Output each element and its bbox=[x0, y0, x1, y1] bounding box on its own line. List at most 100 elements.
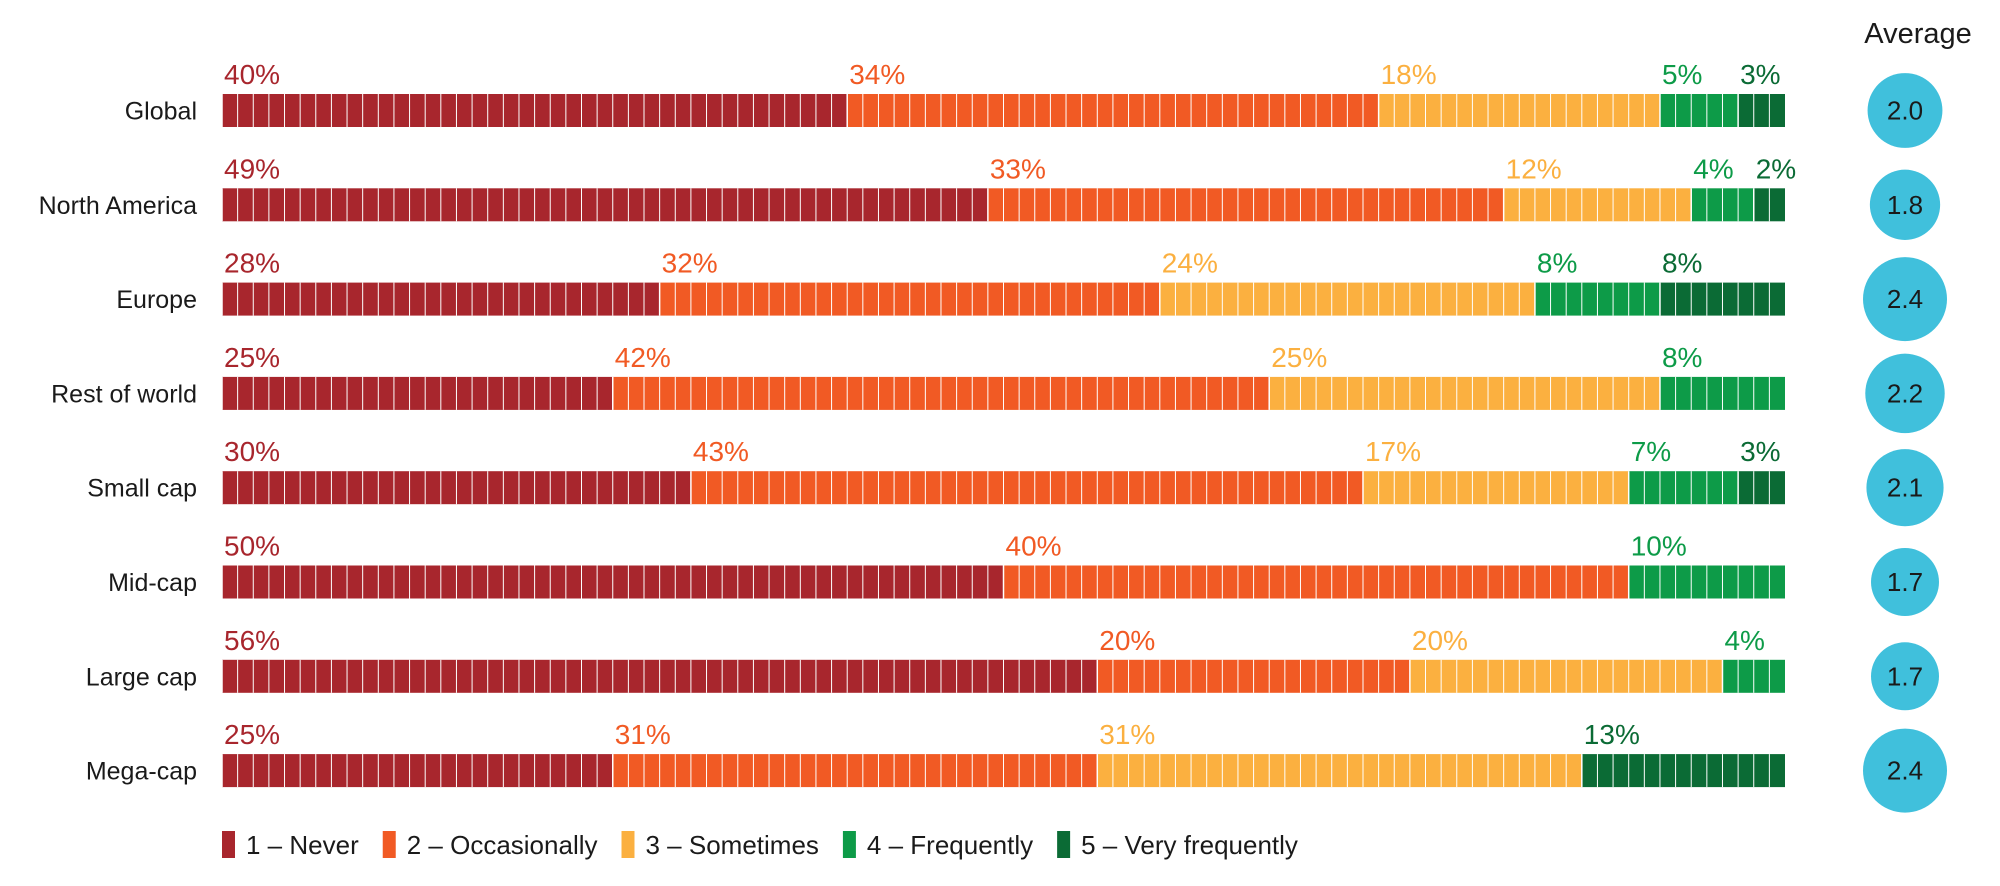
bar-segment bbox=[1581, 754, 1785, 788]
data-label: 4% bbox=[1693, 153, 1733, 184]
data-label: 25% bbox=[1271, 342, 1327, 373]
data-label: 10% bbox=[1631, 531, 1687, 562]
legend: 1 – Never 2 – Occasionally 3 – Sometimes 4 … bbox=[222, 830, 1298, 860]
data-label: 20% bbox=[1412, 625, 1468, 656]
bar-row: Europe 28% 32% 24% 8% 8% bbox=[116, 248, 1785, 316]
data-label: 31% bbox=[1099, 719, 1155, 750]
average-bubble bbox=[1871, 548, 1939, 616]
average-value: 1.8 bbox=[1887, 190, 1923, 220]
bar-row: Global 40% 34% 18% 5% 3% bbox=[125, 59, 1785, 127]
bar-segment bbox=[690, 471, 1363, 505]
bar-row: Rest of world 25% 42% 25% 8% bbox=[51, 342, 1785, 410]
data-label: 2% bbox=[1756, 153, 1796, 184]
bar-row: Mega-cap 25% 31% 31% 13% bbox=[86, 719, 1785, 788]
average-value: 2.2 bbox=[1887, 378, 1923, 408]
category-label: Mega-cap bbox=[86, 758, 197, 786]
average-value: 2.0 bbox=[1887, 96, 1923, 126]
data-label: 13% bbox=[1584, 719, 1640, 750]
legend-item: 2 – Occasionally bbox=[382, 830, 598, 860]
data-label: 43% bbox=[693, 436, 749, 467]
legend-item: 3 – Sometimes bbox=[621, 830, 819, 860]
bar-row: Mid-cap 50% 40% 10% bbox=[108, 531, 1785, 599]
bar-row: North America 49% 33% 12% 4% 2% bbox=[39, 153, 1796, 222]
data-label: 24% bbox=[1162, 248, 1218, 279]
data-label: 20% bbox=[1099, 625, 1155, 656]
bar-segment bbox=[222, 754, 613, 788]
average-bubble bbox=[1866, 449, 1944, 527]
data-label: 25% bbox=[224, 342, 280, 373]
legend-item: 1 – Never bbox=[222, 830, 359, 860]
data-label: 25% bbox=[224, 719, 280, 750]
data-label: 31% bbox=[615, 719, 671, 750]
data-label: 56% bbox=[224, 625, 280, 656]
data-label: 42% bbox=[615, 342, 671, 373]
average-bubble bbox=[1865, 353, 1945, 434]
bar-row: Large cap 56% 20% 20% 4% bbox=[86, 625, 1785, 693]
bar-segment bbox=[1362, 471, 1629, 505]
legend-swatch bbox=[842, 831, 856, 858]
average-value: 2.1 bbox=[1887, 473, 1923, 503]
data-label: 28% bbox=[224, 248, 280, 279]
category-label: Global bbox=[125, 98, 197, 126]
legend-label: 1 – Never bbox=[246, 830, 359, 860]
data-label: 34% bbox=[849, 59, 905, 90]
data-label: 8% bbox=[1662, 248, 1702, 279]
bar-segment bbox=[987, 188, 1504, 222]
average-value: 1.7 bbox=[1887, 661, 1923, 691]
bar-segment bbox=[1269, 376, 1660, 410]
average-bubble bbox=[1869, 169, 1941, 240]
average-value: 2.4 bbox=[1887, 284, 1923, 314]
legend-label: 4 – Frequently bbox=[867, 830, 1033, 860]
data-label: 40% bbox=[1006, 531, 1062, 562]
data-label: 12% bbox=[1506, 153, 1562, 184]
legend-item: 4 – Frequently bbox=[842, 830, 1033, 860]
category-label: Large cap bbox=[86, 663, 197, 691]
legend-swatch bbox=[382, 831, 396, 858]
bar-rows: Global 40% 34% 18% 5% 3% North America 49% 33% 12… bbox=[39, 59, 1796, 788]
legend-label: 5 – Very frequently bbox=[1081, 830, 1298, 860]
average-value: 1.7 bbox=[1887, 567, 1923, 597]
category-label: Europe bbox=[116, 286, 197, 314]
average-heading: Average bbox=[1864, 18, 1972, 50]
data-label: 50% bbox=[224, 531, 280, 562]
bar-segment bbox=[612, 754, 1098, 788]
data-label: 8% bbox=[1537, 248, 1577, 279]
average-bubble bbox=[1871, 642, 1939, 711]
data-label: 5% bbox=[1662, 59, 1702, 90]
data-label: 49% bbox=[224, 153, 280, 184]
data-label: 32% bbox=[662, 248, 718, 279]
average-bubble bbox=[1863, 728, 1947, 813]
legend-item: 5 – Very frequently bbox=[1057, 830, 1298, 860]
data-label: 17% bbox=[1365, 436, 1421, 467]
legend-label: 3 – Sometimes bbox=[646, 830, 819, 860]
data-label: 7% bbox=[1631, 436, 1671, 467]
bar-segment bbox=[1738, 471, 1785, 505]
legend-swatch bbox=[222, 831, 235, 858]
bar-segment bbox=[222, 376, 613, 410]
data-label: 3% bbox=[1740, 59, 1780, 90]
bar-segment bbox=[222, 188, 988, 222]
data-label: 3% bbox=[1740, 436, 1780, 467]
category-label: Rest of world bbox=[51, 380, 197, 408]
category-label: North America bbox=[39, 192, 197, 220]
data-label: 30% bbox=[224, 436, 280, 467]
average-bubble bbox=[1863, 257, 1947, 342]
average-bubble bbox=[1867, 73, 1943, 148]
legend-swatch bbox=[621, 831, 635, 858]
average-column: Average 2.0 1.8 2.4 2.2 2.1 1.7 1.7 2.4 bbox=[1863, 18, 1972, 813]
legend-label: 2 – Occasionally bbox=[407, 830, 598, 860]
data-label: 4% bbox=[1724, 625, 1764, 656]
bar-segment bbox=[1738, 94, 1785, 127]
data-label: 8% bbox=[1662, 342, 1702, 373]
bar-row: Small cap 30% 43% 17% 7% 3% bbox=[87, 436, 1785, 505]
category-label: Small cap bbox=[87, 475, 197, 503]
bar-segment bbox=[1659, 94, 1739, 127]
data-label: 33% bbox=[990, 153, 1046, 184]
category-label: Mid-cap bbox=[108, 569, 197, 597]
data-label: 40% bbox=[224, 59, 280, 90]
data-label: 18% bbox=[1381, 59, 1437, 90]
average-value: 2.4 bbox=[1887, 756, 1923, 786]
bar-segment bbox=[1628, 471, 1739, 505]
bar-segment bbox=[1097, 754, 1582, 788]
